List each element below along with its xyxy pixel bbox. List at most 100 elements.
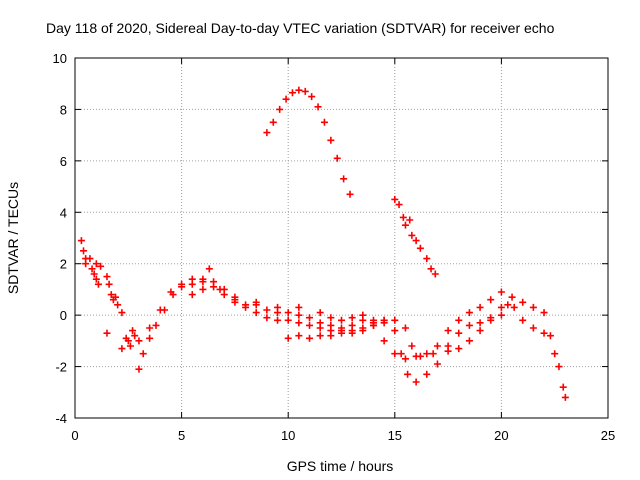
data-point	[314, 103, 322, 111]
data-point	[406, 216, 414, 224]
data-point	[295, 332, 303, 340]
data-point	[269, 118, 277, 126]
data-point	[519, 298, 527, 306]
data-point	[97, 262, 105, 270]
data-point	[404, 370, 412, 378]
data-point	[199, 275, 207, 283]
data-point	[338, 329, 345, 337]
data-point	[348, 327, 356, 335]
data-point	[433, 360, 441, 368]
data-point	[401, 221, 409, 229]
y-tick-label: 0	[60, 308, 67, 323]
y-tick-label: -2	[55, 360, 67, 375]
data-point	[327, 321, 335, 329]
data-point	[487, 296, 495, 304]
data-point	[118, 345, 126, 353]
data-point	[92, 275, 100, 283]
data-point	[135, 337, 143, 345]
data-point	[274, 316, 282, 324]
data-point	[103, 329, 111, 337]
x-tick-label: 0	[71, 428, 78, 443]
series-arc-high	[263, 86, 354, 198]
x-tick-label: 10	[281, 428, 295, 443]
data-point	[92, 260, 100, 268]
data-point	[559, 383, 567, 391]
data-point	[455, 316, 463, 324]
data-point	[397, 350, 405, 358]
data-point	[152, 321, 160, 329]
data-point	[242, 301, 250, 309]
data-point	[529, 303, 537, 311]
data-point	[399, 213, 407, 221]
data-point	[320, 118, 328, 126]
data-point	[497, 303, 505, 311]
data-point	[306, 334, 314, 342]
data-point	[167, 288, 175, 296]
data-point	[284, 334, 292, 342]
data-point	[122, 334, 130, 342]
series-arc-main-b	[126, 275, 505, 363]
data-point	[90, 270, 98, 278]
data-point	[408, 231, 416, 239]
data-point	[408, 342, 416, 350]
data-point	[465, 337, 473, 345]
data-point	[423, 350, 431, 358]
data-point	[316, 319, 324, 327]
data-point	[391, 327, 399, 335]
data-point	[295, 303, 303, 311]
x-tick-label: 15	[388, 428, 402, 443]
y-tick-label: 8	[60, 102, 67, 117]
data-point	[427, 265, 435, 273]
data-point	[131, 332, 139, 340]
data-point	[444, 327, 452, 335]
data-point	[295, 311, 303, 319]
data-point	[306, 314, 314, 322]
data-point	[380, 337, 388, 345]
y-tick-label: -4	[55, 411, 67, 426]
data-point	[391, 195, 399, 203]
data-point	[429, 350, 437, 358]
series-arc-main-c	[188, 265, 548, 360]
data-point	[551, 350, 559, 358]
data-point	[401, 324, 409, 332]
data-point	[540, 329, 548, 337]
data-point	[401, 355, 409, 363]
data-point	[139, 350, 147, 358]
data-point	[156, 306, 164, 314]
data-point	[423, 255, 431, 263]
data-point	[129, 327, 137, 335]
series-arc-early	[77, 237, 122, 309]
data-point	[476, 327, 484, 335]
data-point	[346, 190, 354, 198]
y-tick-label: 6	[60, 154, 67, 169]
series-arc-mid	[284, 316, 388, 342]
y-tick-label: 10	[53, 51, 67, 66]
grid	[75, 58, 608, 418]
data-point	[327, 332, 335, 340]
data-point	[295, 86, 303, 94]
data-point	[465, 309, 473, 317]
data-point	[465, 321, 473, 329]
x-tick-label: 5	[178, 428, 185, 443]
y-tick-label: 4	[60, 205, 67, 220]
data-point	[276, 105, 284, 113]
data-point	[455, 329, 463, 337]
data-point	[107, 291, 115, 299]
data-point	[529, 324, 537, 332]
data-point	[231, 293, 239, 301]
data-point	[540, 309, 548, 317]
data-point	[431, 270, 439, 278]
chart-title: Day 118 of 2020, Sidereal Day-to-day VTE…	[46, 20, 555, 36]
data-point	[210, 278, 218, 286]
data-point	[146, 324, 154, 332]
data-point	[252, 309, 260, 317]
data-point	[252, 298, 260, 306]
data-point	[333, 154, 341, 162]
data-point	[126, 342, 134, 350]
data-point	[412, 237, 420, 245]
data-point	[555, 363, 563, 371]
data-point	[284, 316, 292, 324]
data-point	[263, 314, 271, 322]
x-tick-label: 25	[601, 428, 615, 443]
